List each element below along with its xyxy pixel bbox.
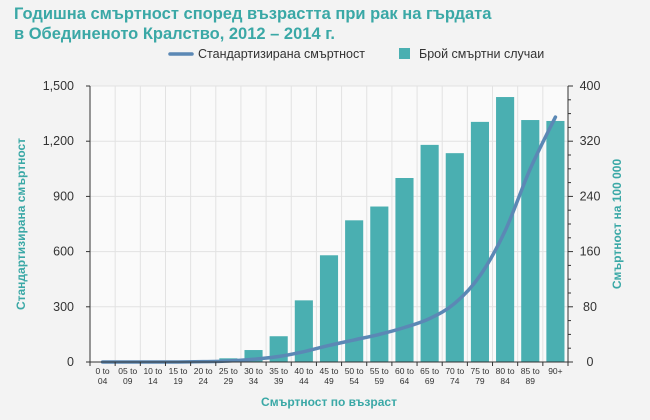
right-tick-label: 240: [580, 189, 601, 203]
x-tick-label: 75 to: [470, 366, 489, 376]
left-tick-label: 300: [53, 300, 74, 314]
left-y-axis-label: Стандартизирана смъртност: [14, 138, 28, 310]
x-tick-label: 30 to: [244, 366, 263, 376]
bar: [470, 121, 490, 362]
legend-line-label: Стандартизирана смъртност: [198, 47, 365, 61]
x-tick-label: 55 to: [370, 366, 389, 376]
x-tick-label: 85 to: [521, 366, 540, 376]
x-tick-label: 45 to: [320, 366, 339, 376]
x-tick-label: 54: [349, 376, 359, 386]
bar: [395, 178, 414, 362]
x-tick-label: 35 to: [269, 366, 288, 376]
x-tick-label: 79: [475, 376, 485, 386]
x-tick-label: 15 to: [169, 366, 188, 376]
x-tick-label: 65 to: [420, 366, 439, 376]
bar: [420, 144, 439, 362]
x-tick-label: 49: [324, 376, 334, 386]
x-tick-label: 40 to: [294, 366, 313, 376]
right-tick-label: 80: [583, 300, 597, 314]
x-tick-label: 64: [400, 376, 410, 386]
right-tick-label: 400: [580, 79, 601, 93]
legend-bar-label: Брой смъртни случаи: [419, 47, 544, 61]
x-tick-label: 60 to: [395, 366, 414, 376]
x-tick-label: 24: [198, 376, 208, 386]
chart-title: Годишна смъртност според възрастта при р…: [14, 4, 614, 44]
x-tick-label: 09: [123, 376, 133, 386]
x-tick-label: 69: [425, 376, 435, 386]
right-y-ticks: 0 80 160 240 320 400: [568, 79, 600, 369]
x-tick-label: 05 to: [118, 366, 137, 376]
x-tick-label: 0 to: [95, 366, 109, 376]
axes: [89, 86, 569, 366]
bar: [294, 300, 313, 362]
bar: [370, 206, 389, 362]
left-tick-label: 0: [67, 355, 74, 369]
title-line-2: в Обединеното Кралство, 2012 – 2014 г.: [14, 25, 336, 43]
x-tick-label: 74: [450, 376, 460, 386]
x-tick-label: 89: [526, 376, 536, 386]
x-tick-label: 80 to: [496, 366, 515, 376]
bar: [244, 350, 263, 362]
x-axis-label: Смъртност по възраст: [261, 395, 397, 409]
legend-bar-swatch: [399, 48, 410, 59]
legend: Стандартизирана смъртност Брой смъртни с…: [168, 47, 544, 61]
right-tick-label: 160: [580, 245, 601, 259]
x-tick-label: 70 to: [445, 366, 464, 376]
x-tick-label: 19: [173, 376, 183, 386]
title-line-1: Годишна смъртност според възрастта при р…: [14, 5, 492, 23]
left-tick-label: 900: [53, 189, 74, 203]
x-tick-label: 25 to: [219, 366, 238, 376]
x-tick-label: 90+: [548, 366, 562, 376]
x-tick-label: 39: [274, 376, 284, 386]
left-y-ticks: 0 300 600 900 1,200 1,500: [43, 79, 90, 369]
x-tick-label: 44: [299, 376, 309, 386]
x-tick-label: 50 to: [345, 366, 364, 376]
x-tick-label: 29: [224, 376, 234, 386]
x-tick-label: 84: [500, 376, 510, 386]
bar: [345, 220, 364, 362]
x-tick-label: 04: [98, 376, 108, 386]
left-tick-label: 1,200: [43, 134, 74, 148]
bar: [546, 120, 565, 363]
right-y-axis-label: Смъртност на 100 000: [610, 159, 624, 290]
left-tick-label: 1,500: [43, 79, 74, 93]
x-tick-label: 10 to: [143, 366, 162, 376]
left-tick-label: 600: [53, 245, 74, 259]
x-tick-label: 59: [375, 376, 385, 386]
x-tick-label: 34: [249, 376, 259, 386]
right-tick-label: 320: [580, 134, 601, 148]
right-tick-label: 0: [587, 355, 594, 369]
bar: [445, 153, 464, 362]
x-tick-label: 14: [148, 376, 158, 386]
bar: [319, 255, 339, 362]
x-tick-label: 20 to: [194, 366, 213, 376]
